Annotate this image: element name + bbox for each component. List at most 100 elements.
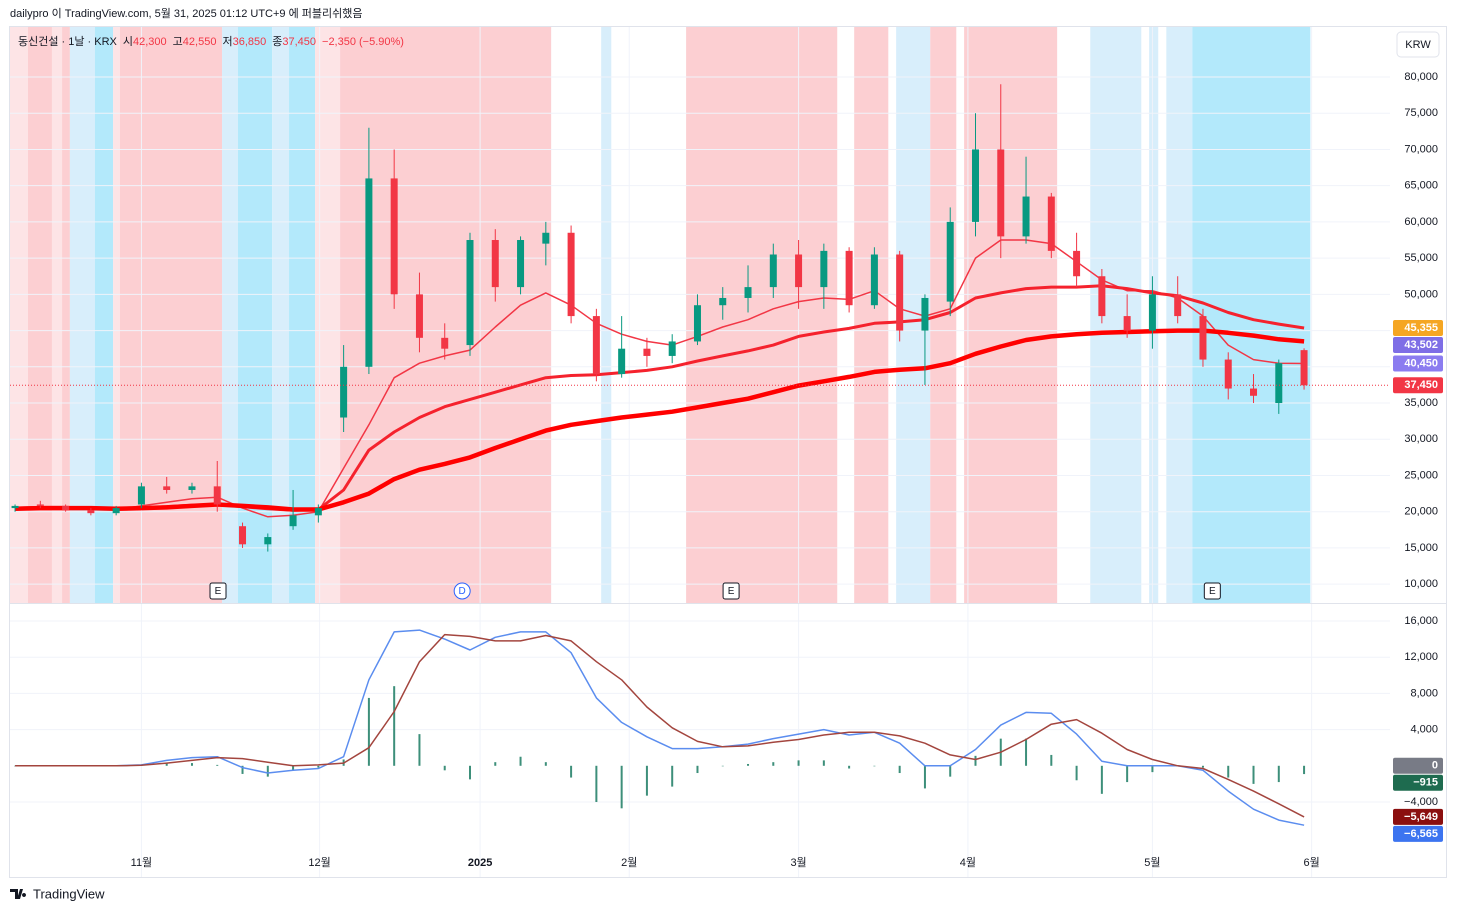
y-tick-label: 60,000: [1404, 216, 1438, 228]
histogram-bar: [620, 765, 623, 809]
price-badge-label: 40,450: [1404, 357, 1438, 369]
histogram-bar: [848, 765, 851, 769]
candle-body: [188, 486, 196, 490]
x-tick-label: 12월: [308, 856, 330, 869]
candle-body: [163, 486, 171, 490]
price-badge: [1393, 320, 1443, 337]
legend-part: −2,350 (−5.90%): [322, 36, 404, 48]
legend-part: 시: [123, 36, 133, 48]
legend-part: 종: [272, 36, 282, 48]
legend-part: 저: [222, 35, 232, 48]
event-label: E: [1209, 586, 1216, 597]
histogram-bar: [317, 765, 320, 768]
candle-body: [795, 254, 803, 288]
histogram-bar: [721, 765, 724, 767]
y-tick-label: 70,000: [1404, 143, 1438, 155]
series-line: [15, 633, 1305, 818]
candle-body: [390, 178, 398, 295]
price-badge: [1393, 337, 1443, 354]
candle-body: [415, 294, 423, 338]
x-tick-label: 3월: [790, 856, 806, 869]
price-badge: [1393, 825, 1443, 842]
histogram-bar: [1050, 754, 1053, 766]
price-badge-label: 37,450: [1404, 379, 1438, 391]
price-badge-label: −5,649: [1404, 811, 1438, 823]
candle-body: [340, 366, 348, 418]
signal-band: [686, 27, 838, 603]
event-label: E: [728, 586, 735, 597]
candle-body: [36, 504, 44, 506]
candle-body: [1224, 359, 1232, 389]
y-tick-label: 50,000: [1404, 288, 1438, 300]
currency-label[interactable]: KRW: [1405, 39, 1431, 51]
signal-band: [1192, 27, 1311, 603]
legend: 동신건설 · 1날 · KRX 시42,300 고42,550 저36,850 종37,…: [18, 35, 404, 48]
legend-part: 42,550: [183, 36, 217, 48]
histogram-bar: [1075, 765, 1078, 781]
histogram-bar: [1252, 765, 1255, 784]
signal-band: [601, 27, 612, 603]
y-tick-label: 20,000: [1404, 506, 1438, 518]
candle-body: [896, 254, 904, 331]
signal-band: [272, 27, 290, 603]
price-badge-label: 0: [1432, 760, 1438, 772]
candle-body: [693, 305, 701, 342]
candle-body: [592, 316, 600, 375]
histogram-bar: [696, 765, 699, 774]
x-tick-label: 6월: [1304, 856, 1320, 869]
candle-body: [997, 149, 1005, 237]
price-badge: [1393, 808, 1443, 825]
histogram-bar: [469, 765, 471, 780]
candle-body: [618, 348, 626, 375]
event-label: E: [215, 586, 222, 597]
candle-body: [1123, 316, 1131, 331]
candle-body: [668, 341, 676, 356]
candle-body: [744, 287, 752, 298]
price-badge-label: −6,565: [1404, 828, 1438, 840]
logo-icon: [10, 889, 27, 899]
signal-band: [113, 27, 120, 603]
signal-band: [964, 27, 1058, 603]
candle-body: [845, 250, 853, 306]
histogram-bar: [14, 765, 17, 767]
histogram-bar: [393, 686, 396, 766]
x-tick-label: 2월: [621, 856, 637, 869]
signal-band: [10, 27, 28, 603]
histogram-bar: [1025, 738, 1028, 766]
y-tick-label: 10,000: [1404, 578, 1438, 590]
event-marker: [722, 582, 740, 600]
x-tick-label: 2025: [468, 857, 492, 869]
histogram-bar: [1227, 765, 1230, 778]
candle-body: [11, 505, 19, 509]
y-tick-label: 80,000: [1404, 71, 1438, 83]
histogram-bar: [747, 763, 750, 766]
series-line: [15, 328, 1305, 512]
price-badge: [1393, 377, 1443, 394]
histogram-bar: [1201, 765, 1204, 768]
histogram-bar: [190, 763, 193, 766]
candle-body: [365, 178, 373, 367]
histogram-bar: [494, 762, 497, 766]
event-marker: [209, 582, 227, 600]
candle-body: [491, 240, 499, 288]
candle-body: [1199, 316, 1207, 360]
histogram-bar: [1151, 765, 1154, 773]
candle-body: [112, 508, 120, 514]
histogram-bar: [797, 760, 800, 766]
currency-button[interactable]: KRW: [1396, 31, 1440, 58]
candle-body: [921, 297, 929, 331]
candle-body: [1174, 294, 1182, 317]
candle-body: [971, 149, 979, 222]
published-note: dailypro 이 TradingView.com, 5월 31, 2025 …: [10, 7, 362, 20]
currency-box[interactable]: [1396, 31, 1440, 58]
legend-part: 동신건설 · 1날 · KRX: [18, 35, 118, 48]
candle-body: [1148, 294, 1156, 331]
signal-band: [854, 27, 889, 603]
candle-body: [1275, 363, 1283, 404]
candle-body: [567, 232, 575, 317]
histogram-bar: [772, 762, 775, 766]
histogram-bar: [898, 765, 901, 774]
y-tick-label: 16,000: [1404, 615, 1438, 627]
y-tick-label: 4,000: [1410, 724, 1438, 736]
